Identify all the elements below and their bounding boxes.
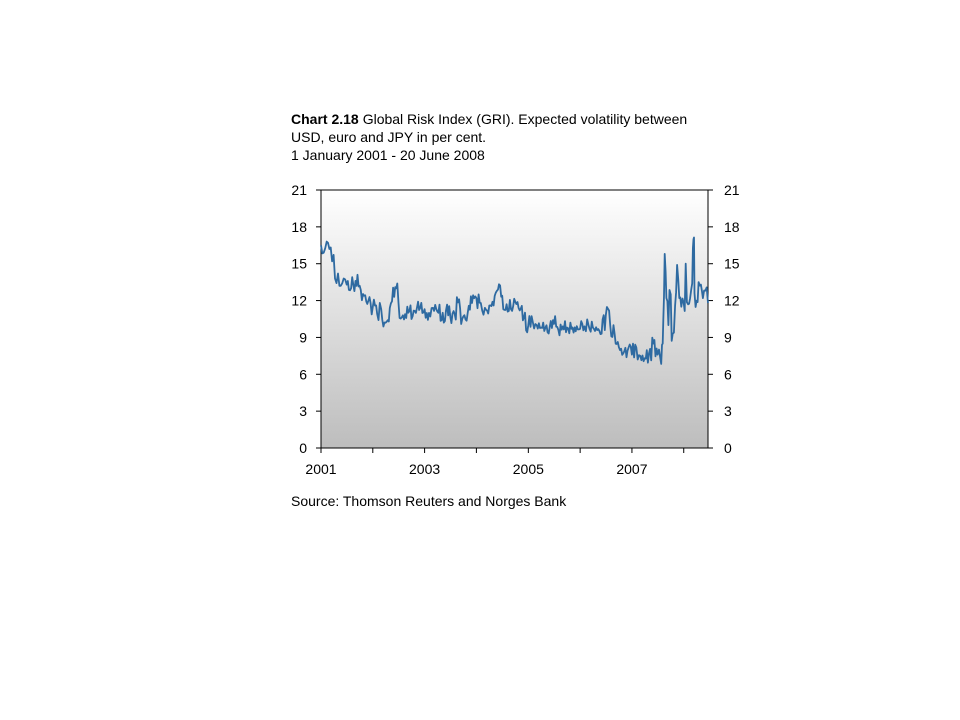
y-tick-label-right: 18	[724, 219, 740, 235]
y-tick-label-right: 0	[724, 440, 732, 456]
source-note: Source: Thomson Reuters and Norges Bank	[291, 493, 567, 509]
axes: 0 3 6 9 12 15 18 21 0 3 6 9 12 15 18 21 2001 2003 2005 2007	[291, 182, 739, 477]
y-tick-label-left: 12	[291, 293, 307, 309]
chart-number: Chart 2.18	[291, 111, 359, 127]
y-tick-label-right: 12	[724, 293, 740, 309]
y-tick-label-right: 3	[724, 403, 732, 419]
chart-title: Global Risk Index (GRI). Expected volati…	[362, 111, 688, 127]
y-tick-label-left: 6	[299, 366, 307, 382]
y-tick-label-left: 21	[291, 182, 307, 198]
y-tick-label-right: 9	[724, 329, 732, 345]
y-tick-label-left: 3	[299, 403, 307, 419]
y-tick-label-right: 21	[724, 182, 740, 198]
series-line-gri	[320, 236, 709, 365]
x-tick-label: 2003	[409, 461, 440, 477]
chart-subtitle: 1 January 2001 - 20 June 2008	[291, 147, 485, 163]
x-tick-label: 2007	[616, 461, 647, 477]
x-tick-label: 2005	[513, 461, 544, 477]
y-tick-label-right: 6	[724, 366, 732, 382]
chart-title-line-2: USD, euro and JPY in per cent.	[291, 129, 487, 145]
plot-area	[320, 189, 709, 449]
chart-title-block: Chart 2.18 Global Risk Index (GRI). Expec…	[291, 110, 761, 164]
y-tick-label-left: 15	[291, 256, 307, 272]
y-tick-label-left: 9	[299, 329, 307, 345]
y-tick-label-right: 15	[724, 256, 740, 272]
chart-title-line-1: Chart 2.18 Global Risk Index (GRI). Expec…	[291, 110, 761, 128]
x-tick-label: 2001	[305, 461, 336, 477]
y-tick-label-left: 18	[291, 219, 307, 235]
y-tick-label-left: 0	[299, 440, 307, 456]
